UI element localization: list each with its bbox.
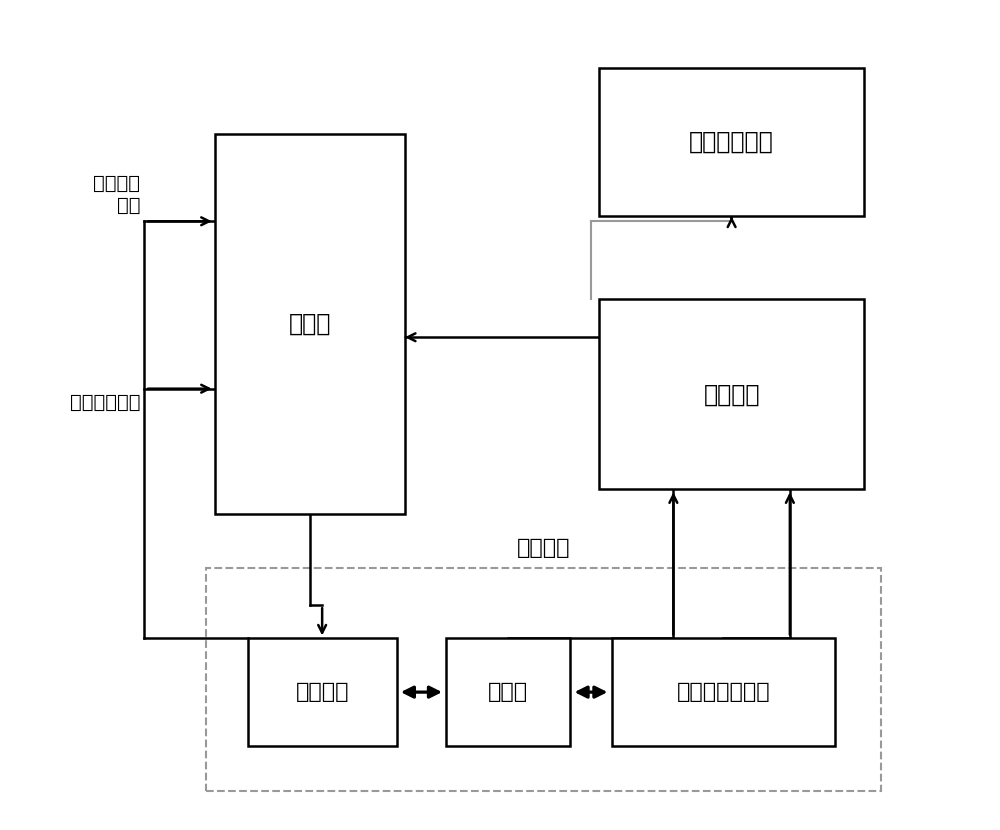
Text: 被控对象: 被控对象 (517, 538, 570, 558)
Bar (612, 638, 835, 746)
Bar (206, 568, 881, 791)
Bar (599, 67, 864, 217)
Text: 钻杆及钻具组合: 钻杆及钻具组合 (677, 682, 770, 702)
Text: 控制单元: 控制单元 (703, 383, 760, 407)
Bar (248, 638, 397, 746)
Text: 电机实际扭矩: 电机实际扭矩 (70, 393, 140, 412)
Text: 电机实际
转速: 电机实际 转速 (93, 173, 140, 215)
Text: 人机交互装置: 人机交互装置 (689, 130, 774, 154)
Bar (446, 638, 570, 746)
Text: 驱动电机: 驱动电机 (295, 682, 349, 702)
Bar (215, 134, 405, 515)
Bar (599, 299, 864, 490)
Text: 齿轮箱: 齿轮箱 (488, 682, 528, 702)
Text: 变频器: 变频器 (289, 312, 331, 336)
